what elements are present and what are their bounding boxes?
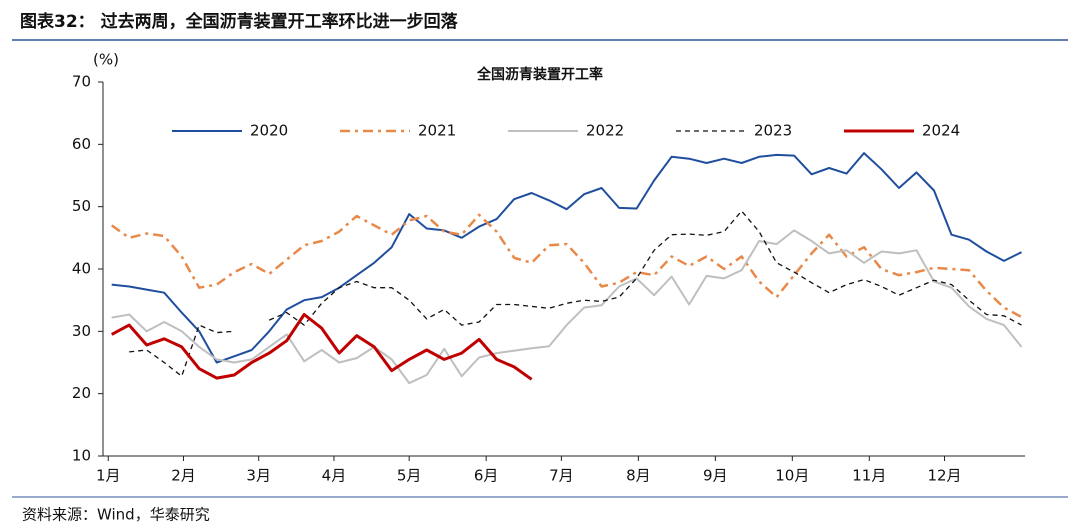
x-tick-label: 8月 — [626, 467, 651, 485]
chart-title: 全国沥青装置开工率 — [476, 66, 603, 83]
legend-label: 2023 — [754, 122, 792, 140]
y-tick-label: 10 — [72, 447, 91, 465]
y-tick-label: 50 — [72, 197, 91, 215]
y-tick-label: 20 — [72, 384, 91, 402]
y-tick-label: 70 — [72, 73, 91, 91]
x-tick-label: 1月 — [96, 467, 121, 485]
x-tick-label: 12月 — [927, 467, 961, 485]
y-tick-label: 60 — [72, 135, 91, 153]
y-tick-label: 40 — [72, 260, 91, 278]
x-tick-label: 6月 — [474, 467, 499, 485]
legend-label: 2024 — [922, 122, 960, 140]
series-line — [110, 313, 533, 381]
y-tick-label: 30 — [72, 322, 91, 340]
x-tick-label: 2月 — [171, 467, 196, 485]
x-tick-label: 7月 — [549, 467, 574, 485]
x-tick-label: 4月 — [322, 467, 347, 485]
legend-label: 2021 — [418, 122, 456, 140]
source: 资料来源：Wind，华泰研究 — [22, 506, 210, 524]
page-title: 图表32： 过去两周，全国沥青装置开工率环比进一步回落 — [20, 11, 459, 32]
x-tick-label: 10月 — [775, 467, 809, 485]
legend-label: 2020 — [250, 122, 288, 140]
series-line — [110, 213, 1023, 319]
x-tick-label: 5月 — [397, 467, 422, 485]
x-tick-label: 11月 — [852, 467, 886, 485]
series-line — [111, 229, 1023, 385]
legend-label: 2022 — [586, 122, 624, 140]
x-tick-label: 3月 — [246, 467, 271, 485]
x-tick-label: 9月 — [703, 467, 728, 485]
series-line — [129, 210, 1022, 377]
y-axis-label: (%) — [93, 51, 119, 69]
series-line — [111, 152, 1022, 364]
